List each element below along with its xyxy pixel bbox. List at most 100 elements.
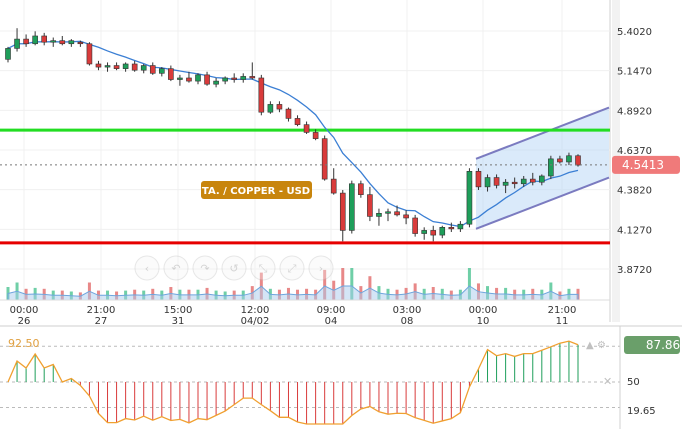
volume-bar	[323, 269, 327, 300]
candle	[403, 210, 409, 225]
price-channel	[475, 106, 610, 230]
candle-body	[376, 213, 382, 217]
time-tick-label: 12:00	[241, 305, 270, 316]
candle-body	[285, 108, 292, 119]
candle-body	[475, 171, 482, 188]
candle-body	[276, 104, 283, 110]
oscillator-settings-icon[interactable]: ▲	[586, 340, 594, 351]
candle-body	[159, 68, 165, 74]
candle-body	[457, 223, 464, 230]
nav-button[interactable]	[279, 255, 305, 281]
candle-body	[213, 80, 219, 85]
candle-body	[312, 132, 319, 139]
time-tick-label: 21:00	[548, 305, 577, 316]
candle-body	[258, 77, 265, 113]
candle	[267, 101, 274, 114]
candle-body	[50, 40, 57, 43]
oscillator-line	[7, 340, 579, 425]
channel-lower-line[interactable]	[475, 176, 610, 230]
date-tick-label: 11	[556, 316, 569, 327]
candle	[385, 208, 391, 222]
candle-body	[122, 63, 129, 69]
candle	[32, 31, 38, 46]
candle	[312, 129, 319, 141]
candle-body	[240, 76, 247, 80]
date-tick-label: 04/02	[241, 316, 270, 327]
candle	[5, 46, 11, 63]
nav-button[interactable]	[192, 255, 218, 281]
grid	[0, 0, 610, 300]
candle	[448, 222, 455, 232]
candle-body	[5, 48, 11, 60]
candle	[249, 62, 256, 80]
candle-body	[439, 227, 446, 236]
candle-body	[321, 138, 328, 180]
candle-body	[86, 43, 93, 65]
chart-navigation-toolbar[interactable]: ‹ ↶ ↷ ↺ ⤡ ⤢ ›	[134, 255, 334, 281]
candle	[204, 71, 210, 86]
last-price-badge: 4.5413	[612, 155, 680, 174]
candle	[511, 177, 518, 189]
candle-body	[575, 155, 581, 166]
oscillator-left-value-text: 92.50	[8, 337, 40, 350]
candle-body	[367, 194, 373, 217]
time-tick-label: 09:00	[317, 305, 346, 316]
date-tick-label: 04	[325, 316, 338, 327]
nav-button[interactable]	[308, 255, 334, 281]
candle	[475, 168, 482, 190]
date-tick-label: 10	[477, 316, 490, 327]
candle	[177, 74, 183, 86]
candle	[457, 221, 464, 232]
nav-icon: ‹	[145, 262, 149, 275]
time-axis: 00:002621:002715:003112:0004/0209:000403…	[0, 299, 610, 327]
candle-body	[548, 158, 554, 177]
candle	[493, 174, 500, 189]
price-tick-label: 3.8720	[617, 265, 652, 276]
candle-body	[14, 38, 20, 49]
candle-body	[421, 230, 427, 234]
oscillator-hide-icon[interactable]: ⚙	[597, 340, 606, 351]
instrument-label-bg	[201, 181, 312, 199]
oscillator-badge: 87.86	[624, 336, 680, 354]
candle	[285, 107, 292, 122]
candle-body	[539, 175, 545, 183]
candle	[376, 208, 382, 226]
candle-body	[77, 41, 84, 45]
candle-body	[385, 211, 391, 214]
candle	[439, 225, 446, 239]
candle-body	[168, 68, 174, 80]
candle	[195, 73, 201, 85]
oscillator-controls[interactable]: ▲ ⚙ ✕	[586, 340, 612, 388]
candle-body	[113, 65, 120, 69]
candle	[159, 67, 165, 77]
instrument-label-text: TA. / COPPER - USD	[202, 186, 310, 197]
channel-upper-line[interactable]	[475, 106, 610, 160]
candle-body	[358, 183, 364, 195]
oscillator-close-icon[interactable]: ✕	[603, 375, 612, 388]
candle-body	[267, 104, 274, 113]
channel-fill	[476, 107, 609, 229]
nav-button[interactable]	[134, 255, 160, 281]
candle	[394, 205, 400, 217]
candle	[122, 62, 129, 72]
candle-body	[448, 227, 455, 230]
candle-body	[394, 211, 400, 216]
candle-body	[403, 214, 409, 219]
candle-body	[177, 77, 183, 80]
candle-body	[339, 192, 346, 231]
candle-body	[566, 155, 572, 163]
candle	[95, 60, 102, 71]
nav-button[interactable]	[163, 255, 189, 281]
nav-button[interactable]	[221, 255, 247, 281]
price-tick-label: 5.1470	[617, 67, 652, 78]
candle	[520, 175, 527, 187]
candle	[186, 71, 192, 83]
time-tick-label: 21:00	[87, 305, 116, 316]
nav-button[interactable]	[250, 255, 276, 281]
time-tick-label: 15:00	[164, 305, 193, 316]
candles	[5, 28, 581, 242]
oscillator-midline-label: 50	[627, 377, 640, 388]
candle	[59, 35, 66, 46]
nav-icon: ⤡	[259, 262, 268, 275]
instrument-label: TA. / COPPER - USD	[201, 181, 312, 199]
